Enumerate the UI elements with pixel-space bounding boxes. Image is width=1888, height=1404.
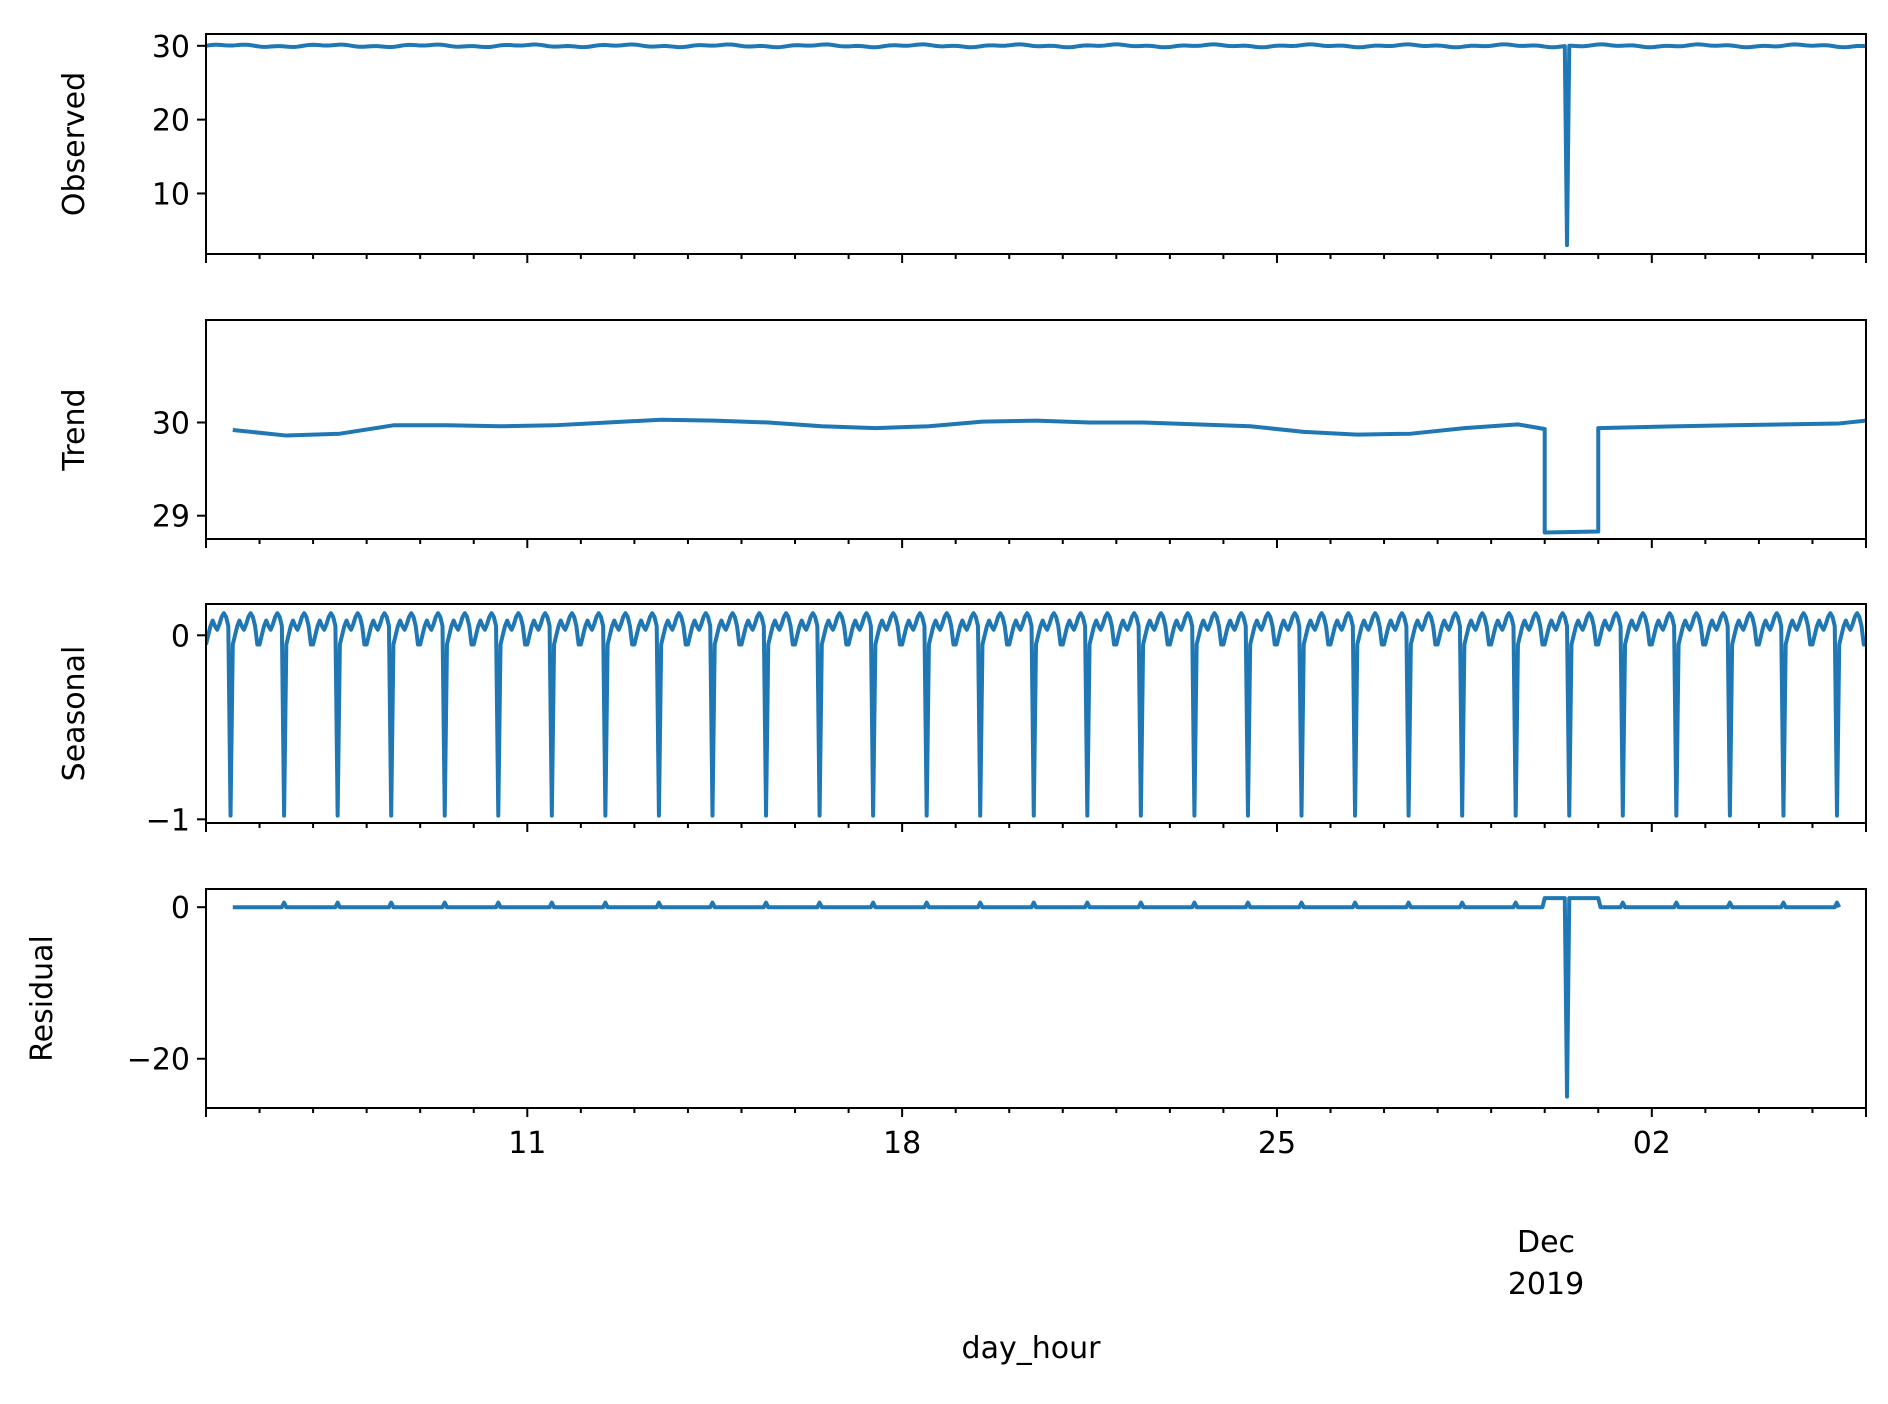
observed-ytick-label: 10: [152, 177, 190, 212]
panels-layer: 10 20 30 Observed 29 30 Trend −1 0 Seasonal −20 0 Re…: [25, 30, 1867, 1161]
trend-ytick-label: 30: [152, 407, 190, 442]
observed-axes-frame: [205, 33, 1867, 255]
observed-ytick-label: 30: [152, 30, 190, 65]
panel-trend: 29 30 Trend: [57, 319, 1867, 548]
residual-series-line: [232, 896, 1842, 1099]
residual-y-axis-title: Residual: [25, 935, 60, 1062]
x-annotation-year: 2019: [1508, 1267, 1584, 1302]
seasonal-y-axis-title: Seasonal: [57, 646, 92, 782]
seasonal-ytick-label: −1: [146, 803, 190, 838]
x-tick-label: 11: [508, 1126, 546, 1161]
seasonal-ytick-label: 0: [171, 619, 190, 654]
trend-y-axis-title: Trend: [57, 388, 92, 471]
panel-observed: 10 20 30 Observed: [57, 30, 1867, 263]
residual-ytick-label: 0: [171, 891, 190, 926]
x-annotation-month: Dec: [1517, 1225, 1575, 1260]
x-tick-label: 18: [883, 1126, 921, 1161]
residual-axes-frame: [205, 888, 1867, 1109]
residual-ytick-label: −20: [127, 1043, 190, 1078]
seasonal-series-line: [206, 611, 1866, 818]
trend-axes-frame: [205, 319, 1867, 540]
observed-ytick-label: 20: [152, 104, 190, 139]
trend-series-line: [232, 417, 1866, 535]
trend-ytick-label: 29: [152, 500, 190, 535]
observed-series-line: [206, 42, 1866, 248]
observed-y-axis-title: Observed: [57, 72, 92, 216]
seasonal-axes-frame: [205, 603, 1867, 824]
x-axis-title: day_hour: [962, 1331, 1102, 1366]
panel-residual: −20 0 Residual 11 18 25 02: [25, 888, 1867, 1161]
x-tick-label: 25: [1258, 1126, 1296, 1161]
x-tick-label: 02: [1633, 1126, 1671, 1161]
panel-seasonal: −1 0 Seasonal: [57, 603, 1867, 838]
